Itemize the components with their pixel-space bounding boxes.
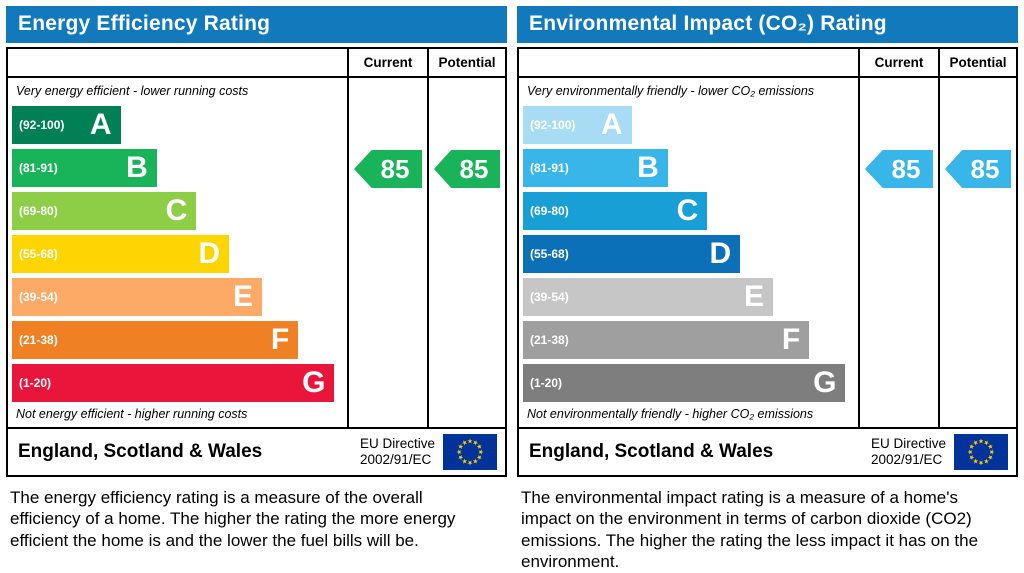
bottom-note: Not environmentally friendly - higher CO… — [527, 407, 814, 421]
current-rating-value: 85 — [380, 153, 410, 184]
potential-rating-arrow: 85 — [434, 150, 500, 188]
eu-directive-label: EU Directive 2002/91/EC — [360, 436, 435, 467]
column-header-row: Current Potential — [519, 49, 1016, 78]
table-body: Very environmentally friendly - lower CO… — [519, 78, 1016, 427]
eu-directive-line2: 2002/91/EC — [359, 452, 432, 467]
rating-table: Current Potential Very environmentally f… — [517, 47, 1018, 477]
top-note: Very environmentally friendly - lower CO… — [527, 84, 815, 98]
panel-title: Energy Efficiency Rating — [6, 6, 507, 43]
band-range-label: (81-91) — [530, 161, 569, 175]
band-range-label: (55-68) — [530, 247, 569, 261]
current-column-header: Current — [347, 49, 427, 76]
band-grade-letter: A — [89, 108, 112, 141]
current-column-header: Current — [858, 49, 938, 76]
band-range-label: (92-100) — [530, 118, 576, 132]
band-grade-letter: C — [165, 194, 188, 227]
band-range-label: (21-38) — [19, 333, 58, 347]
potential-column: 85 — [427, 78, 505, 427]
band-grade-letter: F — [270, 323, 290, 356]
band-grade-letter: D — [198, 237, 221, 270]
environmental-impact-panel: Environmental Impact (CO₂) Rating Curren… — [517, 6, 1018, 572]
current-column: 85 — [347, 78, 427, 427]
band-row-b: (81-91) B — [12, 149, 157, 187]
band-grade-letter: E — [744, 280, 765, 313]
current-rating-value: 85 — [891, 153, 921, 184]
band-grade-letter: B — [637, 151, 659, 184]
eu-directive-line1: EU Directive — [359, 436, 435, 452]
region-label: England, Scotland & Wales — [18, 441, 263, 462]
region-label: England, Scotland & Wales — [529, 441, 774, 462]
band-range-label: (39-54) — [530, 290, 569, 304]
potential-column-header: Potential — [938, 49, 1016, 76]
column-header-row: Current Potential — [8, 49, 505, 78]
eu-flag-icon — [954, 434, 1008, 470]
potential-column: 85 — [938, 78, 1016, 427]
current-rating-arrow: 85 — [865, 150, 933, 188]
band-grade-letter: F — [781, 323, 801, 356]
band-area: Very energy efficient - lower running co… — [8, 78, 347, 427]
chart-description: The environmental impact rating is a mea… — [521, 488, 979, 571]
potential-rating-value: 85 — [459, 153, 489, 184]
band-grade-letter: G — [813, 366, 837, 399]
spacer-cell — [8, 49, 347, 76]
band-range-label: (69-80) — [530, 204, 569, 218]
band-row-d: (55-68) D — [12, 235, 230, 273]
chart-description: The energy efficiency rating is a measur… — [10, 488, 456, 550]
band-area: Very environmentally friendly - lower CO… — [519, 78, 858, 427]
band-grade-letter: B — [126, 151, 148, 184]
band-grade-letter: E — [233, 280, 254, 313]
eu-flag-icon — [443, 434, 497, 470]
band-range-label: (21-38) — [530, 333, 569, 347]
band-grade-letter: D — [709, 237, 732, 270]
potential-rating-arrow: 85 — [945, 150, 1011, 188]
rating-table: Current Potential Very energy efficient … — [6, 47, 507, 477]
band-grade-letter: C — [676, 194, 699, 227]
band-row-f: (21-38) F — [523, 321, 810, 359]
top-note: Very energy efficient - lower running co… — [16, 84, 249, 98]
spacer-cell — [519, 49, 858, 76]
eu-directive-line2: 2002/91/EC — [870, 452, 943, 467]
eu-directive-label: EU Directive 2002/91/EC — [871, 436, 946, 467]
band-grade-letter: G — [302, 366, 326, 399]
band-range-label: (81-91) — [19, 161, 58, 175]
band-grade-letter: A — [600, 108, 623, 141]
band-row-g: (1-20) G — [523, 364, 846, 402]
band-range-label: (1-20) — [530, 376, 563, 390]
band-row-a: (92-100) A — [523, 106, 632, 144]
band-row-d: (55-68) D — [523, 235, 741, 273]
current-column: 85 — [858, 78, 938, 427]
band-row-a: (92-100) A — [12, 106, 121, 144]
eu-directive-line1: EU Directive — [870, 436, 946, 452]
band-row-c: (69-80) C — [523, 192, 708, 230]
energy-efficiency-panel: Energy Efficiency Rating Current Potenti… — [6, 6, 507, 572]
band-range-label: (92-100) — [19, 118, 65, 132]
band-range-label: (55-68) — [19, 247, 58, 261]
band-row-g: (1-20) G — [12, 364, 335, 402]
band-row-c: (69-80) C — [12, 192, 197, 230]
band-row-e: (39-54) E — [12, 278, 263, 316]
band-range-label: (69-80) — [19, 204, 58, 218]
panel-title: Environmental Impact (CO₂) Rating — [517, 6, 1018, 43]
current-rating-arrow: 85 — [354, 150, 422, 188]
table-body: Very energy efficient - lower running co… — [8, 78, 505, 427]
potential-rating-value: 85 — [970, 153, 1000, 184]
band-range-label: (39-54) — [19, 290, 58, 304]
table-footer: England, Scotland & Wales EU Directive 2… — [519, 427, 1016, 475]
band-row-e: (39-54) E — [523, 278, 774, 316]
band-row-b: (81-91) B — [523, 149, 668, 187]
table-footer: England, Scotland & Wales EU Directive 2… — [8, 427, 505, 475]
bottom-note: Not energy efficient - higher running co… — [16, 407, 248, 421]
band-row-f: (21-38) F — [12, 321, 299, 359]
potential-column-header: Potential — [427, 49, 505, 76]
band-range-label: (1-20) — [19, 376, 52, 390]
